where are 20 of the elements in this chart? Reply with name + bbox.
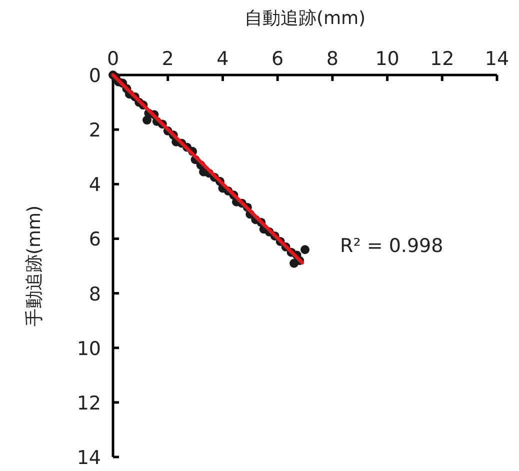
x-tick-label: 12: [430, 48, 454, 70]
y-tick-label: 12: [76, 392, 101, 414]
annotation: R² = 0.998: [340, 235, 444, 257]
y-axis-title: 手動追跡(mm): [24, 205, 45, 327]
x-tick-label: 4: [216, 48, 229, 70]
x-tick-label: 8: [326, 48, 338, 70]
y-tick-label: 14: [76, 447, 101, 469]
y-tick-label: 10: [76, 338, 101, 360]
x-tick-label: 0: [106, 48, 120, 70]
x-tick-label: 2: [162, 48, 174, 70]
y-tick-label: 0: [88, 65, 101, 87]
x-tick-label: 6: [272, 48, 284, 70]
x-tick-label: 14: [484, 48, 510, 70]
x-tick-label: 10: [375, 48, 400, 70]
y-tick-label: 4: [88, 174, 101, 196]
y-tick-label: 8: [88, 283, 101, 306]
y-tick-label: 2: [88, 120, 101, 142]
x-axis-title: 自動追跡(mm): [244, 8, 366, 29]
point: [300, 245, 310, 254]
y-tick-label: 6: [88, 228, 101, 251]
